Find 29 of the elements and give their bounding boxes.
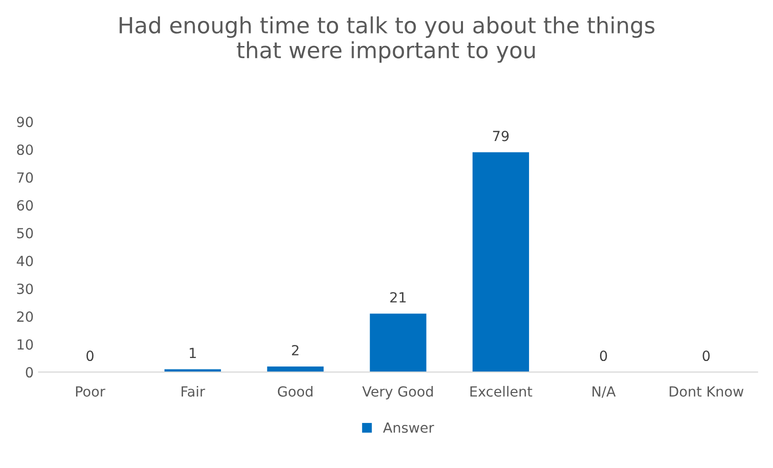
y-tick-label: 0: [26, 367, 33, 378]
x-tick-label: Excellent: [470, 386, 532, 397]
y-tick-label: 80: [17, 144, 33, 155]
y-tick-label: 60: [17, 200, 33, 211]
y-tick-label: 90: [16, 116, 33, 128]
y-tick-label: 20: [17, 311, 33, 322]
data-label: 0: [600, 350, 607, 362]
y-tick-label: 40: [16, 256, 33, 266]
legend-label: Answer: [383, 422, 434, 433]
x-tick-label: Dont Know: [670, 386, 744, 397]
bar: [370, 314, 426, 372]
x-tick-label: N/A: [592, 386, 616, 398]
data-label: 2: [292, 344, 298, 356]
x-tick-label: Fair: [182, 386, 206, 397]
data-label: 79: [493, 130, 509, 142]
y-tick-label: 70: [17, 172, 33, 183]
bar: [472, 152, 530, 372]
data-label: 0: [702, 350, 710, 362]
data-label: 1: [190, 348, 196, 358]
y-tick-label: 30: [17, 284, 33, 294]
x-tick-label: Good: [278, 386, 312, 397]
x-tick-label: Poor: [76, 386, 106, 397]
y-tick-label: 10: [18, 339, 33, 350]
x-tick-label: Very Good: [362, 386, 433, 400]
data-label: 21: [390, 292, 406, 302]
chart-title: Had enough time to talk to you about the things that were important to you: [120, 16, 654, 63]
data-label: 0: [86, 350, 94, 362]
bar: [267, 366, 324, 372]
y-tick-label: 50: [17, 228, 33, 238]
